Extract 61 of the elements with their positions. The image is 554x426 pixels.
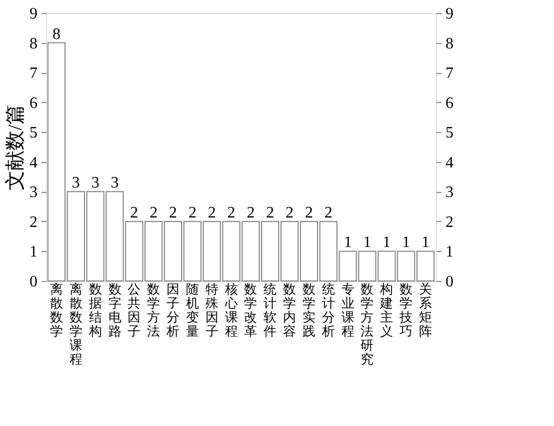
- data-label: 2: [208, 204, 216, 222]
- data-label: 1: [363, 234, 372, 252]
- y2-tick-label: 8: [446, 35, 454, 52]
- y-tick-label: 8: [30, 35, 38, 52]
- data-label: 1: [344, 234, 352, 252]
- y2-tick-label: 2: [446, 214, 454, 231]
- y2-tick-label: 7: [446, 65, 454, 82]
- y-axis-title: 文献数/篇: [4, 104, 26, 190]
- x-tick-label: 关系矩阵: [419, 282, 432, 338]
- data-label: 2: [227, 204, 236, 222]
- data-label: 1: [402, 234, 410, 252]
- x-tick-label: 核心课程: [224, 282, 238, 338]
- data-label: 2: [246, 204, 255, 222]
- data-label: 2: [150, 204, 158, 222]
- data-label: 1: [382, 234, 391, 252]
- data-label: 2: [304, 204, 313, 222]
- data-label: 2: [188, 204, 196, 222]
- data-label: 2: [286, 204, 294, 222]
- y2-tick-label: 4: [446, 154, 454, 172]
- x-tick-label: 离散数学课程: [69, 282, 82, 366]
- x-tick-label: 离散数学: [50, 282, 63, 338]
- x-tick-label: 数学方法研究: [360, 282, 374, 366]
- y2-tick-label: 5: [446, 124, 454, 142]
- x-tick-label: 数学内容: [283, 282, 296, 338]
- y2-tick-label: 3: [446, 184, 454, 202]
- y2-tick-label: 6: [446, 94, 454, 112]
- y-tick-label: 9: [30, 6, 38, 22]
- x-tick-label: 因子分析: [166, 282, 180, 338]
- x-tick-label: 数学改革: [244, 282, 258, 338]
- y2-tick-label: 9: [446, 6, 454, 22]
- y-tick-label: 5: [30, 124, 38, 142]
- data-label: 3: [110, 174, 119, 192]
- data-label: 2: [324, 204, 332, 222]
- data-label: 8: [52, 26, 60, 43]
- x-tick-label: 数学方法: [147, 282, 160, 338]
- x-tick-label: 数学技巧: [398, 282, 413, 338]
- x-tick-label: 随机变量: [186, 282, 199, 338]
- x-tick-label: 数据结构: [88, 282, 102, 338]
- data-label: 2: [266, 204, 274, 222]
- x-tick-label: 统计分析: [320, 282, 335, 338]
- data-label: 3: [91, 174, 100, 192]
- y-tick-label: 7: [30, 65, 38, 82]
- x-tick-label: 公共因子: [128, 282, 141, 338]
- x-tick-label: 数字电路: [108, 282, 122, 338]
- x-tick-label: 数学实践: [302, 282, 316, 338]
- data-label: 3: [72, 174, 80, 192]
- y2-tick-label: 1: [446, 244, 454, 261]
- data-label: 2: [130, 204, 138, 222]
- y-tick-label: 2: [30, 214, 38, 231]
- y-tick-label: 1: [30, 244, 38, 261]
- data-label: 2: [169, 204, 178, 222]
- x-tick-label: 构建主义: [379, 282, 394, 338]
- y-tick-label: 0: [30, 274, 38, 290]
- y2-tick-label: 0: [446, 274, 454, 290]
- x-tick-label: 特殊因子: [205, 282, 218, 338]
- x-tick-label: 专业课程: [341, 282, 354, 338]
- y-tick-label: 6: [30, 94, 38, 112]
- x-tick-label: 统计软件: [264, 282, 277, 338]
- data-label: 1: [422, 234, 430, 252]
- y-tick-label: 4: [30, 154, 38, 172]
- y-tick-label: 3: [30, 184, 38, 202]
